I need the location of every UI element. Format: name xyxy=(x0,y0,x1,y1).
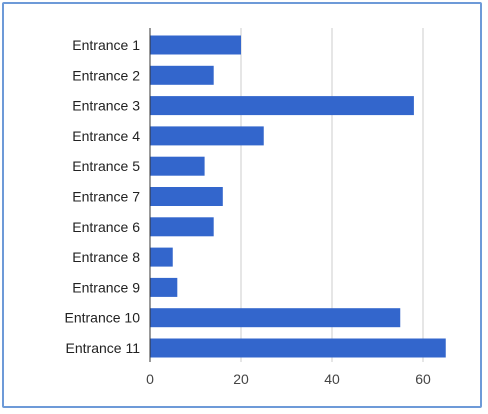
bar-entrance-11 xyxy=(150,338,446,358)
bar-entrance-2 xyxy=(150,65,214,85)
x-tick-label: 40 xyxy=(324,371,340,387)
x-tick-labels: 0 20 40 60 xyxy=(146,371,431,387)
bar-entrance-3 xyxy=(150,96,414,116)
bars xyxy=(150,35,446,358)
x-tick-label: 20 xyxy=(233,371,249,387)
category-label: Entrance 4 xyxy=(72,128,140,144)
bar-entrance-1 xyxy=(150,35,241,55)
bar-entrance-6 xyxy=(150,217,214,237)
bar-chart: Entrance 1 Entrance 2 Entrance 3 Entrance 4… xyxy=(65,28,446,387)
category-label: Entrance 6 xyxy=(72,219,140,235)
category-labels: Entrance 1 Entrance 2 Entrance 3 Entrance 4… xyxy=(65,37,141,356)
category-label: Entrance 10 xyxy=(65,310,141,326)
category-label: Entrance 8 xyxy=(72,249,140,265)
category-label: Entrance 5 xyxy=(72,158,140,174)
gridlines xyxy=(240,28,424,362)
bar-entrance-9 xyxy=(150,277,178,297)
category-label: Entrance 11 xyxy=(66,340,141,356)
bar-entrance-4 xyxy=(150,126,264,146)
bar-entrance-7 xyxy=(150,187,223,206)
category-label: Entrance 7 xyxy=(72,189,140,205)
chart-frame: Entrance 1 Entrance 2 Entrance 3 Entrance 4… xyxy=(2,2,482,408)
x-tick-label: 0 xyxy=(146,371,154,387)
bar-entrance-5 xyxy=(150,156,205,176)
category-label: Entrance 3 xyxy=(72,98,140,114)
x-tick-label: 60 xyxy=(415,371,431,387)
category-label: Entrance 9 xyxy=(72,279,140,295)
category-label: Entrance 2 xyxy=(72,67,140,83)
bar-entrance-10 xyxy=(150,308,401,328)
bar-entrance-8 xyxy=(150,247,173,267)
category-label: Entrance 1 xyxy=(72,37,140,53)
